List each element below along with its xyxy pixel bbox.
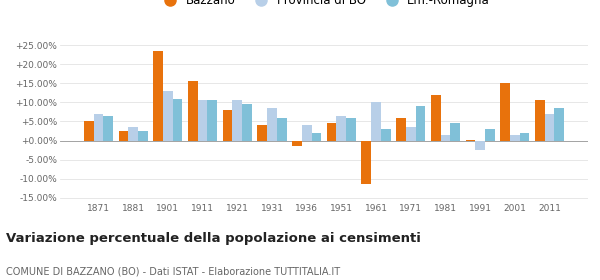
Bar bbox=[520, 133, 529, 141]
Bar bbox=[302, 125, 311, 141]
Bar bbox=[361, 141, 371, 185]
Bar bbox=[84, 122, 94, 141]
Bar bbox=[510, 135, 520, 141]
Bar bbox=[485, 129, 494, 141]
Bar bbox=[416, 106, 425, 141]
Bar bbox=[500, 83, 510, 141]
Bar bbox=[277, 118, 287, 141]
Bar bbox=[535, 101, 545, 141]
Bar bbox=[232, 101, 242, 141]
Bar bbox=[396, 118, 406, 141]
Bar bbox=[311, 133, 321, 141]
Bar bbox=[173, 99, 182, 141]
Bar bbox=[242, 104, 252, 141]
Bar bbox=[198, 101, 208, 141]
Bar bbox=[475, 141, 485, 150]
Bar bbox=[154, 51, 163, 141]
Bar bbox=[188, 81, 198, 141]
Text: COMUNE DI BAZZANO (BO) - Dati ISTAT - Elaborazione TUTTITALIA.IT: COMUNE DI BAZZANO (BO) - Dati ISTAT - El… bbox=[6, 266, 340, 276]
Bar bbox=[554, 108, 564, 141]
Bar bbox=[466, 140, 475, 141]
Bar bbox=[257, 125, 267, 141]
Bar bbox=[327, 123, 337, 141]
Bar bbox=[292, 141, 302, 146]
Bar bbox=[406, 127, 416, 141]
Bar bbox=[371, 102, 381, 141]
Bar bbox=[440, 135, 450, 141]
Bar bbox=[94, 114, 103, 141]
Bar bbox=[450, 123, 460, 141]
Bar bbox=[128, 127, 138, 141]
Bar bbox=[138, 131, 148, 141]
Bar bbox=[208, 101, 217, 141]
Bar bbox=[545, 114, 554, 141]
Bar bbox=[103, 116, 113, 141]
Text: Variazione percentuale della popolazione ai censimenti: Variazione percentuale della popolazione… bbox=[6, 232, 421, 245]
Bar bbox=[163, 91, 173, 141]
Bar bbox=[381, 129, 391, 141]
Bar bbox=[223, 110, 232, 141]
Bar bbox=[267, 108, 277, 141]
Bar bbox=[431, 95, 440, 141]
Bar bbox=[337, 116, 346, 141]
Bar bbox=[346, 118, 356, 141]
Bar bbox=[119, 131, 128, 141]
Legend: Bazzano, Provincia di BO, Em.-Romagna: Bazzano, Provincia di BO, Em.-Romagna bbox=[154, 0, 494, 11]
